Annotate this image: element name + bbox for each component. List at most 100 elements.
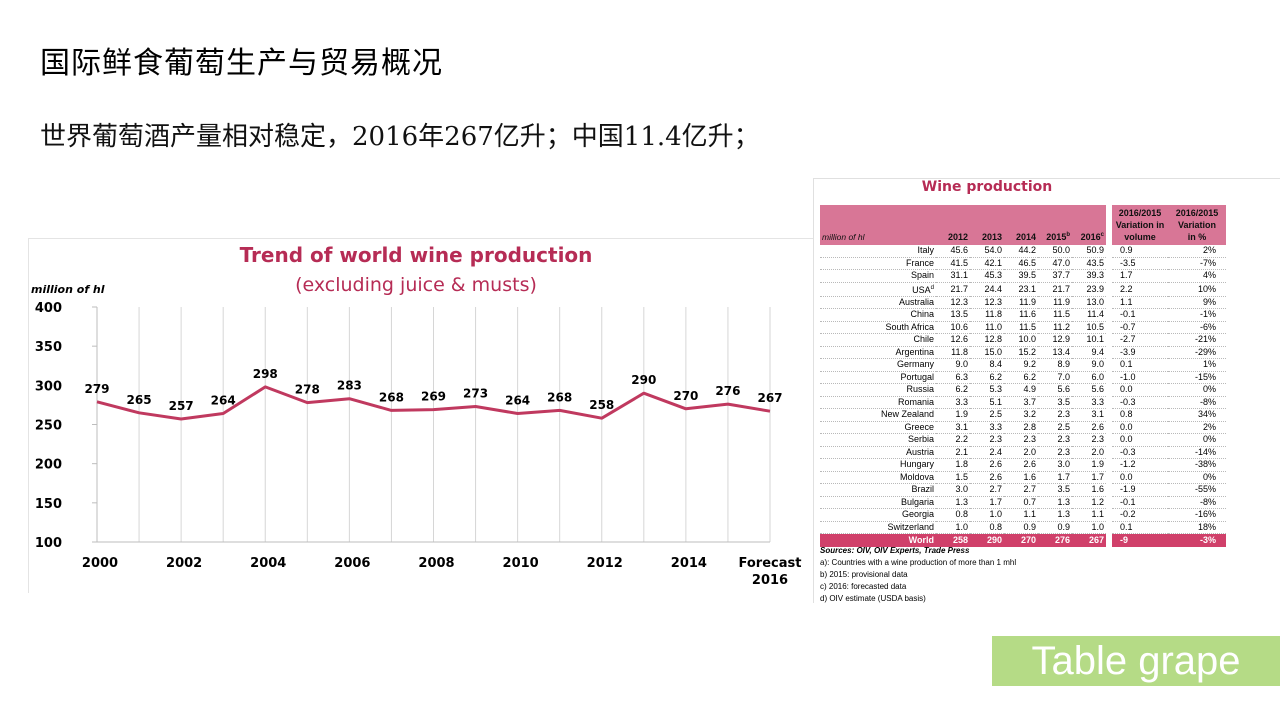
value-cell: 21.7 xyxy=(1038,283,1072,297)
x-tick-label: 2000 xyxy=(82,556,118,571)
x-tick-label: 2014 xyxy=(671,556,707,571)
variation-volume-cell: -0.1 xyxy=(1112,309,1168,322)
value-cell: 270 xyxy=(1004,534,1038,547)
table-row: Austria 2.1 2.4 2.0 2.3 2.0 -0.3 -14% xyxy=(820,447,1226,459)
value-cell: 10.6 xyxy=(936,322,970,334)
value-cell: 6.2 xyxy=(1004,372,1038,384)
value-cell: 9.0 xyxy=(936,359,970,372)
variation-pct-cell: -29% xyxy=(1168,347,1226,359)
table-row: USAd 21.7 24.4 23.1 21.7 23.9 2.2 10% xyxy=(820,283,1226,297)
country-cell: Russia xyxy=(820,384,936,397)
y-tick-label: 300 xyxy=(35,379,62,394)
table-row: Bulgaria 1.3 1.7 0.7 1.3 1.2 -0.1 -8% xyxy=(820,497,1226,509)
value-cell: 50.9 xyxy=(1072,245,1106,258)
y-tick-label: 400 xyxy=(35,301,62,316)
value-cell: 2.6 xyxy=(970,472,1004,484)
value-cell: 3.3 xyxy=(970,422,1004,434)
table-row: Hungary 1.8 2.6 2.6 3.0 1.9 -1.2 -38% xyxy=(820,459,1226,472)
value-cell: 11.6 xyxy=(1004,309,1038,322)
table-row: New Zealand 1.9 2.5 3.2 2.3 3.1 0.8 34% xyxy=(820,409,1226,422)
table-row: Germany 9.0 8.4 9.2 8.9 9.0 0.1 1% xyxy=(820,359,1226,372)
value-cell: 2.3 xyxy=(1072,434,1106,447)
value-cell: 1.1 xyxy=(1072,509,1106,522)
variation-pct-cell: 10% xyxy=(1168,283,1226,297)
y-tick-label: 200 xyxy=(35,458,62,473)
value-cell: 3.5 xyxy=(1038,397,1072,409)
variation-pct-cell: 0% xyxy=(1168,472,1226,484)
value-cell: 3.3 xyxy=(936,397,970,409)
value-cell: 8.9 xyxy=(1038,359,1072,372)
variation-pct-cell: -7% xyxy=(1168,258,1226,270)
data-label: 268 xyxy=(547,390,572,404)
value-cell: 2.5 xyxy=(970,409,1004,422)
variation-pct-cell: 34% xyxy=(1168,409,1226,422)
country-cell: World xyxy=(820,534,936,547)
y-tick-label: 350 xyxy=(35,340,62,355)
table-grape-button[interactable]: Table grape xyxy=(992,636,1280,686)
value-cell: 10.5 xyxy=(1072,322,1106,334)
variation-pct-cell: 4% xyxy=(1168,270,1226,283)
value-cell: 1.2 xyxy=(1072,497,1106,509)
value-cell: 1.0 xyxy=(970,509,1004,522)
value-cell: 5.6 xyxy=(1038,384,1072,397)
country-cell: New Zealand xyxy=(820,409,936,422)
value-cell: 43.5 xyxy=(1072,258,1106,270)
variation-pct-cell: -8% xyxy=(1168,497,1226,509)
variation-pct-cell: -8% xyxy=(1168,397,1226,409)
value-cell: 6.2 xyxy=(970,372,1004,384)
country-cell: Georgia xyxy=(820,509,936,522)
value-cell: 2.7 xyxy=(970,484,1004,497)
value-cell: 2.3 xyxy=(1038,447,1072,459)
table-notes: Sources: OIV, OIV Experts, Trade Press a… xyxy=(820,545,1016,605)
header-var-volume: 2016/2015 Variation in volume xyxy=(1112,205,1168,245)
table-row: China 13.5 11.8 11.6 11.5 11.4 -0.1 -1% xyxy=(820,309,1226,322)
variation-volume-cell: 0.9 xyxy=(1112,245,1168,258)
wine-production-panel: Wine production million of hl 2012 2013 201… xyxy=(813,178,1280,603)
value-cell: 1.0 xyxy=(1072,522,1106,534)
table-row: Russia 6.2 5.3 4.9 5.6 5.6 0.0 0% xyxy=(820,384,1226,397)
variation-pct-cell: -38% xyxy=(1168,459,1226,472)
variation-volume-cell: 0.0 xyxy=(1112,384,1168,397)
value-cell: 54.0 xyxy=(970,245,1004,258)
value-cell: 45.6 xyxy=(936,245,970,258)
variation-volume-cell: 1.7 xyxy=(1112,270,1168,283)
data-label: 268 xyxy=(379,390,404,404)
variation-volume-cell: -0.3 xyxy=(1112,397,1168,409)
variation-pct-cell: 9% xyxy=(1168,297,1226,309)
table-row: France 41.5 42.1 46.5 47.0 43.5 -3.5 -7% xyxy=(820,258,1226,270)
value-cell: 9.4 xyxy=(1072,347,1106,359)
value-cell: 37.7 xyxy=(1038,270,1072,283)
header-unit: million of hl xyxy=(820,205,936,245)
data-label: 290 xyxy=(631,373,656,387)
variation-pct-cell: -21% xyxy=(1168,334,1226,347)
variation-pct-cell: -3% xyxy=(1168,534,1226,547)
header-year: 2014 xyxy=(1004,205,1038,245)
variation-pct-cell: 0% xyxy=(1168,434,1226,447)
value-cell: 1.6 xyxy=(1072,484,1106,497)
x-tick-label: 2004 xyxy=(250,556,286,571)
table-row: Italy 45.6 54.0 44.2 50.0 50.9 0.9 2% xyxy=(820,245,1226,258)
value-cell: 11.5 xyxy=(1004,322,1038,334)
x-tick-label: 2008 xyxy=(418,556,454,571)
data-label: 258 xyxy=(589,398,614,412)
value-cell: 1.3 xyxy=(1038,497,1072,509)
variation-pct-cell: 18% xyxy=(1168,522,1226,534)
value-cell: 5.1 xyxy=(970,397,1004,409)
data-label: 278 xyxy=(295,383,320,397)
value-cell: 3.0 xyxy=(1038,459,1072,472)
value-cell: 267 xyxy=(1072,534,1106,547)
value-cell: 3.0 xyxy=(936,484,970,497)
variation-volume-cell: 1.1 xyxy=(1112,297,1168,309)
variation-volume-cell: 0.0 xyxy=(1112,422,1168,434)
series-line xyxy=(96,385,771,421)
variation-pct-cell: 0% xyxy=(1168,384,1226,397)
value-cell: 2.3 xyxy=(1038,434,1072,447)
value-cell: 3.2 xyxy=(1004,409,1038,422)
value-cell: 24.4 xyxy=(970,283,1004,297)
table-header-row: million of hl 2012 2013 2014 2015b 2016c 2016/… xyxy=(820,205,1226,245)
variation-pct-cell: 1% xyxy=(1168,359,1226,372)
data-label: 264 xyxy=(505,394,530,408)
y-tick-label: 250 xyxy=(35,419,62,434)
table-title: Wine production xyxy=(921,179,1053,195)
country-cell: Bulgaria xyxy=(820,497,936,509)
